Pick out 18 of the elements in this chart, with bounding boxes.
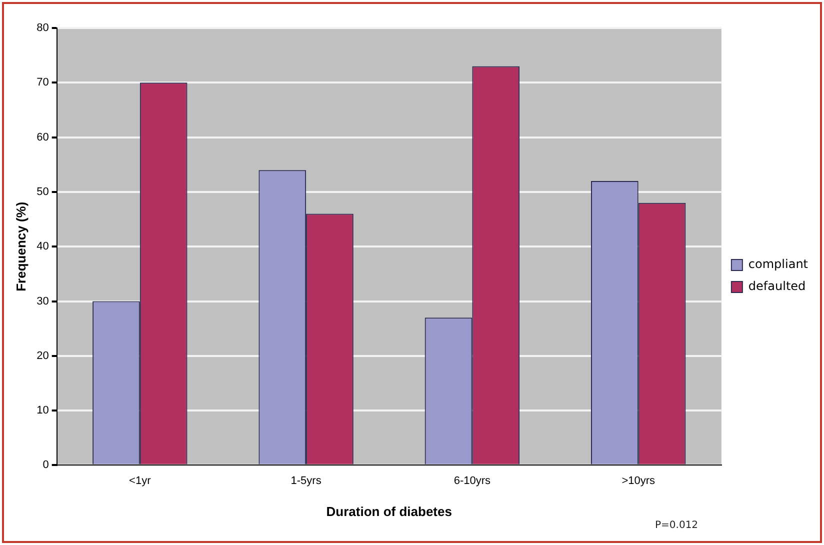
y-tick-label: 60 [36, 131, 49, 144]
y-axis-title: Frequency (%) [13, 202, 28, 292]
y-tick-label: 80 [36, 22, 49, 34]
legend-label: compliant [748, 257, 808, 272]
x-tick-label: 6-10yrs [454, 474, 492, 487]
y-tick-label: 10 [36, 404, 49, 417]
y-tick-label: 20 [36, 350, 49, 362]
y-tick-label: 50 [36, 186, 49, 198]
text: P=0.012 [655, 520, 698, 531]
y-tick-label: 40 [36, 240, 49, 253]
y-tick-label: 70 [36, 76, 49, 89]
x-tick-label: <1yr [129, 474, 152, 487]
y-tick-label: 30 [36, 295, 49, 308]
x-axis-title: Duration of diabetes [326, 504, 452, 519]
x-tick-label: 1-5yrs [290, 474, 322, 487]
x-tick-label: >10yrs [622, 474, 656, 487]
y-tick-label: 0 [42, 459, 49, 472]
legend-label: defaulted [748, 279, 806, 294]
